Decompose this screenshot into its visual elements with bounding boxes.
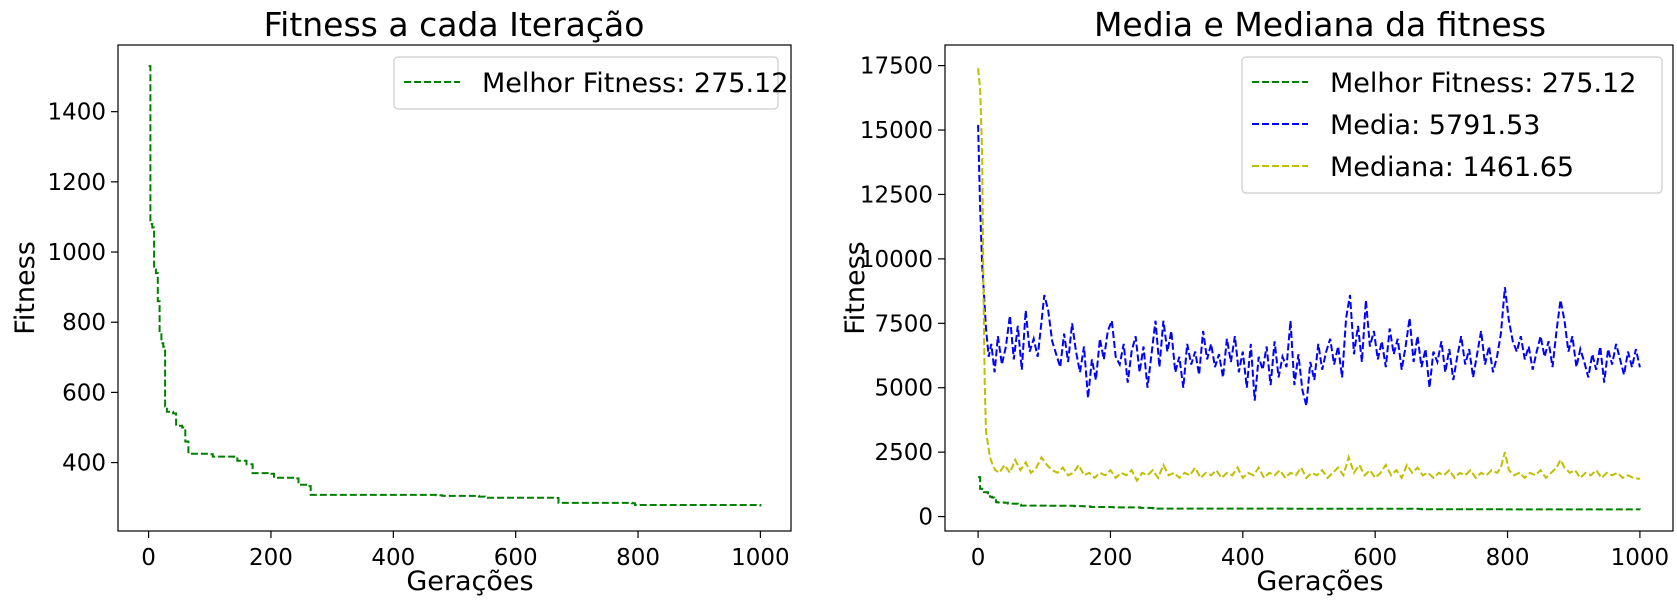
chart-right-y-tick-label-6: 15000: [860, 118, 933, 144]
chart-right-y-tick-label-4: 10000: [860, 247, 933, 273]
chart-left-x-tick-label-4: 800: [616, 545, 660, 571]
chart-right-x-ticks: 0 200 400 600 800 1000: [971, 531, 1669, 571]
chart-left-y-tick-label-5: 1400: [47, 100, 106, 126]
chart-left-x-tick-label-0: 0: [141, 545, 156, 571]
chart-right-plot-area: [977, 68, 1641, 511]
chart-right-series-line-2: [977, 68, 1641, 483]
chart-right-y-tick-label-0: 0: [918, 505, 933, 531]
chart-left-y-axis-label: Fitness: [10, 241, 41, 335]
chart-left-series-line-0: [148, 65, 762, 507]
chart-left-y-ticks: 400 600 800 1000 1200 1400: [47, 100, 118, 477]
chart-left-x-tick-label-1: 200: [249, 545, 293, 571]
chart-right-y-tick-label-2: 5000: [874, 376, 933, 402]
chart-right-y-tick-label-3: 7500: [874, 311, 933, 337]
chart-left-legend-box: [393, 56, 779, 110]
chart-right-x-axis-label: Gerações: [1256, 566, 1383, 597]
chart-right-series-line-0: [978, 476, 1641, 511]
chart-left-legend: Melhor Fitness: 275.12: [393, 56, 788, 110]
chart-right-x-tick-label-3: 600: [1353, 545, 1397, 571]
chart-left-y-tick-label-2: 800: [62, 310, 106, 336]
chart-left-y-tick-label-1: 600: [62, 380, 106, 406]
chart-left-x-tick-label-2: 400: [371, 545, 415, 571]
chart-right-x-tick-label-5: 1000: [1611, 545, 1670, 571]
chart-left-x-tick-label-5: 1000: [731, 545, 790, 571]
chart-left-x-tick-label-3: 600: [494, 545, 538, 571]
chart-right-legend-label-1: Media: 5791.53: [1330, 110, 1540, 141]
chart-right-legend-box: [1241, 56, 1663, 194]
chart-left-y-tick-label-3: 1000: [47, 240, 106, 266]
chart-left-x-ticks: 0 200 400 600 800 1000: [141, 531, 790, 571]
chart-right-x-tick-label-0: 0: [971, 545, 986, 571]
chart-right-y-ticks: 0 2500 5000 7500 10000 12500 15000 17500: [860, 54, 945, 531]
chart-left-title: Fitness a cada Iteração: [264, 5, 645, 44]
chart-left-y-tick-label-0: 400: [62, 451, 106, 477]
chart-left-legend-label-0: Melhor Fitness: 275.12: [482, 68, 788, 99]
chart-left-axes-frame: [117, 44, 792, 532]
chart-left-plot-area: [148, 65, 762, 507]
chart-right-x-tick-label-2: 400: [1221, 545, 1265, 571]
chart-left: Fitness a cada Iteração 0 200 400 600 800 100…: [10, 5, 792, 597]
chart-right-x-tick-label-1: 200: [1089, 545, 1133, 571]
chart-right-y-tick-label-1: 2500: [874, 440, 933, 466]
chart-right-x-tick-label-4: 800: [1486, 545, 1530, 571]
chart-right-y-tick-label-5: 12500: [860, 182, 933, 208]
chart-right-y-tick-label-7: 17500: [860, 54, 933, 80]
chart-right: Media e Mediana da fitness 0 200 400 600 800…: [840, 5, 1674, 597]
chart-right-title: Media e Mediana da fitness: [1094, 5, 1546, 44]
chart-right-legend: Melhor Fitness: 275.12 Media: 5791.53 Me…: [1241, 56, 1663, 194]
chart-right-series-line-1: [977, 124, 1641, 407]
chart-right-legend-label-0: Melhor Fitness: 275.12: [1330, 68, 1636, 99]
chart-left-x-axis-label: Gerações: [406, 566, 533, 597]
chart-left-y-tick-label-4: 1200: [47, 170, 106, 196]
chart-right-legend-label-2: Mediana: 1461.65: [1330, 152, 1574, 183]
chart-right-axes-frame: [944, 44, 1674, 532]
chart-right-y-axis-label: Fitness: [840, 241, 871, 335]
